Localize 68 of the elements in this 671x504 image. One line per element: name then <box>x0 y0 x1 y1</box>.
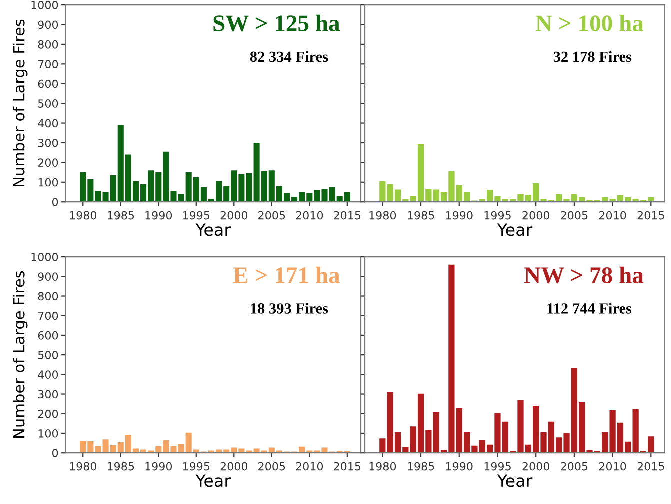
x-tick-label: 1990 <box>146 462 172 471</box>
text: 82 334 Fires <box>250 51 328 62</box>
y-tick-label: 600 <box>38 80 58 88</box>
x-tick-label: 2005 <box>561 211 588 220</box>
y-tick-label: 300 <box>38 138 58 148</box>
x-tick-label: 2000 <box>220 211 248 220</box>
x-tick-label: 2005 <box>561 462 588 471</box>
x-tick-label: 1995 <box>484 462 511 471</box>
y-tick-label: 1000 <box>32 1 58 10</box>
chart-title: SW > 125 ha <box>214 14 340 32</box>
y-tick-label: 500 <box>38 351 58 360</box>
y-tick-label: 700 <box>38 60 58 69</box>
x-axis-title: Year <box>196 224 232 236</box>
x-tick-label: 1990 <box>146 211 172 220</box>
y-tick-label: 800 <box>38 40 58 49</box>
x-tick-label: 2015 <box>638 462 664 471</box>
x-tick-label: 2010 <box>599 211 626 220</box>
chart-title: E > 171 ha <box>233 266 340 284</box>
y-tick-label: 200 <box>38 410 58 418</box>
x-tick-label: 2015 <box>334 462 361 471</box>
x-tick-label: 1990 <box>446 462 473 471</box>
x-tick-label: 2000 <box>522 462 550 471</box>
x-axis-title: Year <box>497 474 533 488</box>
x-tick-label: 2005 <box>258 462 286 471</box>
y-tick-label: 0 <box>52 198 58 206</box>
x-tick-label: 1980 <box>370 211 396 220</box>
y-axis-title: Number of Large Fires <box>12 271 28 438</box>
y-tick-label: 0 <box>52 449 58 458</box>
text: 32 178 Fires <box>554 51 632 62</box>
y-tick-label: 1000 <box>32 253 58 262</box>
x-tick-label: 2015 <box>638 211 664 220</box>
x-tick-label: 2010 <box>296 462 324 471</box>
x-tick-label: 1985 <box>408 462 434 471</box>
y-tick-label: 200 <box>38 158 58 168</box>
x-tick-label: 1985 <box>108 462 134 471</box>
y-tick-label: 600 <box>38 331 58 340</box>
y-tick-label: 300 <box>38 390 58 399</box>
x-tick-label: 2000 <box>220 462 248 471</box>
x-axis-title: Year <box>497 224 533 236</box>
x-tick-label: 1985 <box>108 211 134 220</box>
x-tick-label: 1995 <box>183 462 210 471</box>
x-tick-label: 2010 <box>599 462 626 471</box>
chart-title: N > 100 ha <box>536 14 644 32</box>
x-tick-label: 1980 <box>70 462 97 471</box>
text: 112 744 Fires <box>548 303 632 314</box>
x-tick-label: 1980 <box>70 211 97 220</box>
y-tick-label: 700 <box>38 312 58 320</box>
chart-title: NW > 78 ha <box>524 266 644 284</box>
x-tick-label: 2005 <box>258 211 286 220</box>
x-tick-label: 2010 <box>296 211 324 220</box>
x-tick-label: 2000 <box>522 211 550 220</box>
y-tick-label: 500 <box>38 100 58 108</box>
x-axis-title: Year <box>196 474 232 488</box>
x-tick-label: 1980 <box>370 462 396 471</box>
y-tick-label: 900 <box>38 20 58 30</box>
x-tick-label: 2015 <box>334 211 361 220</box>
x-tick-label: 1995 <box>183 211 210 220</box>
y-tick-label: 900 <box>38 272 58 282</box>
y-axis-title: Number of Large Fires <box>12 20 28 187</box>
y-tick-label: 800 <box>38 292 58 301</box>
text: 18 393 Fires <box>251 303 328 314</box>
y-tick-label: 100 <box>38 429 58 438</box>
y-tick-label: 100 <box>38 178 58 187</box>
x-tick-label: 1995 <box>484 211 511 220</box>
x-tick-label: 1985 <box>408 211 434 220</box>
y-tick-label: 400 <box>38 370 58 380</box>
y-tick-label: 400 <box>38 119 58 128</box>
x-tick-label: 1990 <box>446 211 473 220</box>
